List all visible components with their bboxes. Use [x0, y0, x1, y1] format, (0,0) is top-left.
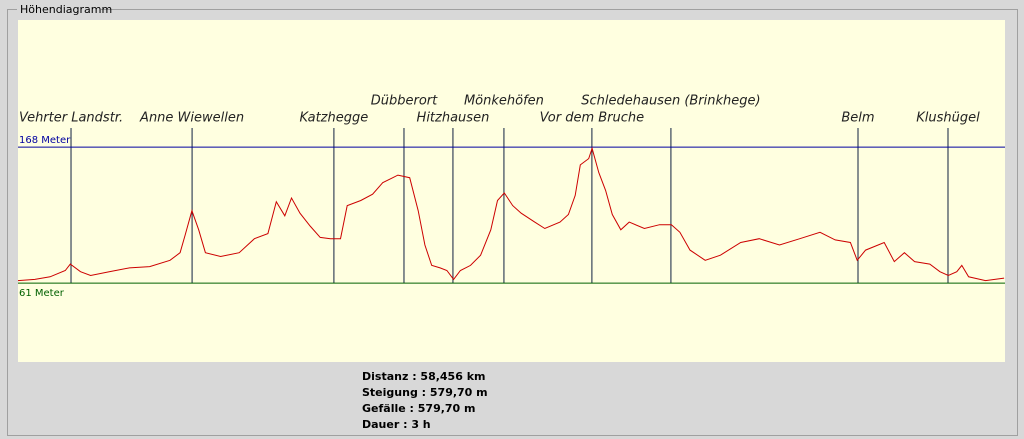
- level-label: 61 Meter: [19, 288, 65, 299]
- panel-title: Höhendiagramm: [20, 3, 112, 16]
- waypoint-label: Vehrter Landstr.: [19, 111, 123, 126]
- waypoint-label: Dübberort: [371, 94, 438, 109]
- waypoint-label: Klushügel: [916, 111, 980, 126]
- waypoint-label: Mönkehöfen: [464, 94, 544, 109]
- elevation-line: [17, 146, 1005, 282]
- level-label: 168 Meter: [19, 135, 71, 146]
- stat-line: Dauer : 3 h: [362, 418, 431, 431]
- waypoint-label: Schledehausen (Brinkhege): [581, 94, 760, 109]
- waypoint-label: Katzhegge: [300, 111, 369, 126]
- waypoint-label: Belm: [841, 111, 874, 126]
- waypoint-label: Hitzhausen: [417, 111, 490, 126]
- stat-line: Gefälle : 579,70 m: [362, 402, 476, 415]
- waypoint-label: Vor dem Bruche: [540, 111, 645, 126]
- group-box: [7, 9, 1018, 436]
- waypoint-label: Anne Wiewellen: [139, 111, 244, 126]
- stat-line: Distanz : 58,456 km: [362, 370, 485, 383]
- plot-area: [18, 20, 1005, 362]
- group-box-gap: [17, 4, 101, 16]
- stat-line: Steigung : 579,70 m: [362, 386, 488, 399]
